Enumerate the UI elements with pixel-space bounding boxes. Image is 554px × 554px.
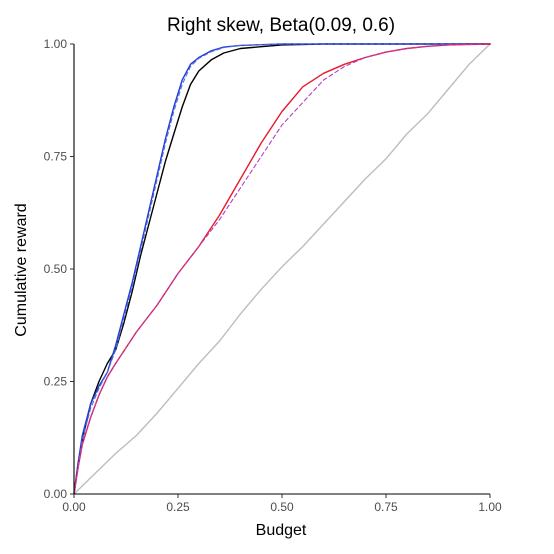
x-tick-label: 0.50 [270, 500, 294, 514]
series-line-4 [73, 43, 491, 495]
y-tick-label: 0.00 [44, 487, 68, 501]
y-tick-label: 1.00 [44, 37, 68, 51]
series-line-6 [73, 43, 491, 495]
series-line-1 [73, 43, 491, 495]
x-tick-label: 0.75 [374, 500, 398, 514]
axes: 0.00 0.25 0.50 0.75 1.00 0.00 0.25 0.50 0.75 1.00 [44, 37, 502, 514]
y-tick-label: 0.75 [44, 150, 68, 164]
x-axis-title: Budget [256, 522, 307, 539]
x-tick-label: 0.25 [166, 500, 190, 514]
x-tick-label: 1.00 [478, 500, 502, 514]
series-line-2 [73, 43, 491, 495]
x-tick-label: 0.00 [62, 500, 86, 514]
y-tick-label: 0.25 [44, 375, 68, 389]
chart-title: Right skew, Beta(0.09, 0.6) [167, 15, 395, 36]
y-tick-label: 0.50 [44, 262, 68, 276]
plot-area [73, 43, 491, 495]
series-line-3 [73, 43, 491, 495]
y-axis-title: Cumulative reward [13, 203, 30, 336]
